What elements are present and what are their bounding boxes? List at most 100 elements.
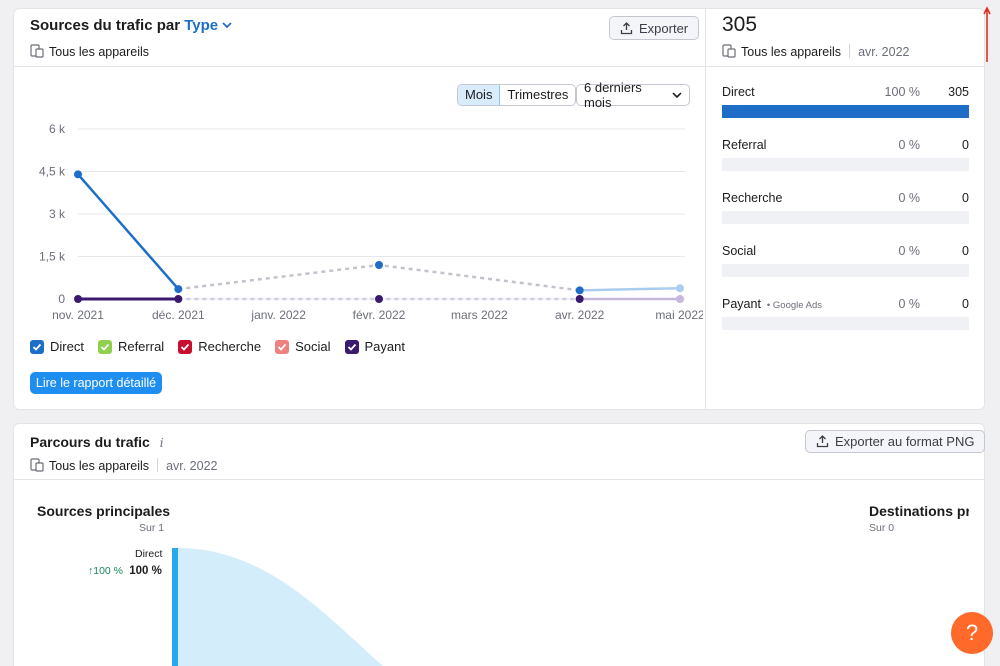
flow-source-label: Direct: [135, 548, 163, 560]
legend-label: Referral: [117, 339, 165, 354]
series-tail-direct: [579, 286, 681, 292]
summary-devices: Tous les appareils avr. 2022: [722, 44, 910, 59]
traffic-line-chart: 6 k 4,5 k 3 k 1,5 k 0 nov. 2021 déc. 2021 janv.…: [39, 122, 703, 322]
summary-row-bar: [722, 264, 969, 277]
export-png-button[interactable]: Exporter au format PNG: [805, 430, 986, 453]
devices-icon: [722, 44, 736, 58]
flow-change: ↑100 %: [88, 565, 124, 577]
series-line-direct: [77, 173, 180, 290]
summary-row-value: 0: [962, 191, 969, 205]
detailed-report-button[interactable]: Lire le rapport détaillé: [30, 372, 162, 394]
x-tick-label: mai 2022: [655, 308, 703, 322]
summary-row-bar: [722, 211, 969, 224]
summary-row-bar: [722, 105, 969, 118]
data-point-direct: [375, 261, 383, 269]
data-point-payant: [174, 295, 183, 303]
chevron-down-icon: [222, 22, 232, 29]
traffic-title: Sources du trafic par Type: [30, 17, 232, 34]
journey-devices[interactable]: Tous les appareils avr. 2022: [30, 458, 218, 473]
legend-item-recherche[interactable]: Recherche: [178, 339, 261, 354]
period-toggle: Mois Trimestres: [457, 84, 577, 106]
scroll-up-arrow-icon[interactable]: [983, 6, 991, 62]
journey-title-text: Parcours du trafic: [30, 434, 150, 450]
sources-title: Sources principales: [37, 503, 171, 519]
y-tick-label: 0: [58, 292, 65, 306]
summary-row-pct: 0 %: [898, 191, 920, 205]
y-tick-label: 1,5 k: [39, 250, 66, 264]
journey-title: Parcours du trafic i: [30, 434, 164, 450]
summary-row-label: Social: [722, 244, 757, 258]
summary-row-value: 0: [962, 138, 969, 152]
chevron-down-icon: [672, 92, 682, 99]
flow-source-bar[interactable]: [172, 548, 178, 666]
summary-row-pct: 0 %: [898, 297, 920, 311]
legend-label: Payant: [364, 339, 405, 354]
flow-source-values: ↑100 % 100 %: [88, 565, 162, 577]
summary-column-divider: [705, 8, 706, 410]
export-button[interactable]: Exporter: [609, 16, 700, 40]
data-point-payant: [575, 295, 584, 303]
data-point-direct: [74, 170, 82, 179]
flow-pct: 100 %: [129, 565, 162, 577]
flow-ribbon[interactable]: [178, 548, 398, 666]
legend-label: Direct: [50, 339, 84, 354]
devices-label: Tous les appareils: [49, 45, 150, 59]
help-button[interactable]: ?: [951, 612, 993, 654]
x-tick-label: janv. 2022: [250, 308, 306, 322]
summary-row-pct: 100 %: [884, 85, 920, 99]
x-tick-label: nov. 2021: [52, 308, 104, 322]
export-png-label: Exporter au format PNG: [835, 434, 975, 449]
data-point-direct: [575, 286, 584, 295]
info-icon[interactable]: i: [159, 436, 164, 450]
legend-item-social[interactable]: Social: [275, 339, 331, 354]
x-tick-label: avr. 2022: [555, 308, 605, 322]
data-point-payant: [676, 295, 684, 303]
legend-label: Social: [295, 339, 331, 354]
journey-date: avr. 2022: [166, 459, 218, 473]
checkbox-icon[interactable]: [178, 339, 193, 354]
data-point-direct: [174, 285, 183, 294]
traffic-header-divider: [13, 66, 985, 67]
checkbox-icon[interactable]: [344, 339, 359, 354]
journey-devices-label: Tous les appareils: [49, 459, 150, 473]
traffic-devices[interactable]: Tous les appareils: [30, 44, 149, 59]
destinations-count: Sur 0: [869, 522, 895, 534]
journey-header-divider: [13, 479, 985, 480]
range-dropdown[interactable]: 6 derniers mois: [576, 80, 690, 110]
summary-row-label: Payant • Google Ads: [722, 297, 823, 311]
x-tick-label: déc. 2021: [152, 308, 205, 322]
upload-icon: [620, 21, 633, 34]
x-tick-label: mars 2022: [451, 308, 508, 322]
y-tick-label: 6 k: [49, 122, 66, 136]
period-month-button[interactable]: Mois: [458, 85, 501, 105]
range-label: 6 derniers mois: [584, 80, 642, 110]
summary-row-value: 305: [948, 85, 969, 99]
checkbox-icon[interactable]: [30, 339, 44, 354]
legend-item-payant[interactable]: Payant: [344, 339, 405, 354]
period-quarter-button[interactable]: Trimestres: [507, 87, 569, 102]
devices-icon: [30, 458, 44, 472]
chart-legend: Direct Referral Recherche Social Payant: [30, 339, 405, 354]
data-point-payant: [375, 295, 383, 303]
summary-row-label: Referral: [722, 138, 767, 152]
legend-item-direct[interactable]: Direct: [30, 339, 84, 354]
y-tick-label: 4,5 k: [39, 165, 66, 179]
summary-row-pct: 0 %: [898, 138, 920, 152]
checkbox-icon[interactable]: [275, 339, 290, 354]
summary-row-bar: [722, 158, 969, 171]
type-dropdown[interactable]: Type: [184, 17, 232, 34]
summary-date: avr. 2022: [858, 45, 910, 59]
summary-devices-label: Tous les appareils: [741, 45, 842, 59]
summary-row-label: Recherche: [722, 191, 783, 205]
destinations-title: Destinations pri: [869, 503, 969, 519]
summary-row-sub: • Google Ads: [766, 300, 823, 311]
summary-row-bar: [722, 317, 969, 330]
summary-row-bar-fill: [722, 105, 969, 118]
summary-row-value: 0: [962, 244, 969, 258]
data-point-payant: [74, 295, 82, 303]
checkbox-icon[interactable]: [97, 339, 112, 354]
legend-item-referral[interactable]: Referral: [97, 339, 165, 354]
summary-row-pct: 0 %: [898, 244, 920, 258]
summary-row-label: Direct: [722, 85, 755, 99]
upload-icon: [816, 435, 829, 448]
